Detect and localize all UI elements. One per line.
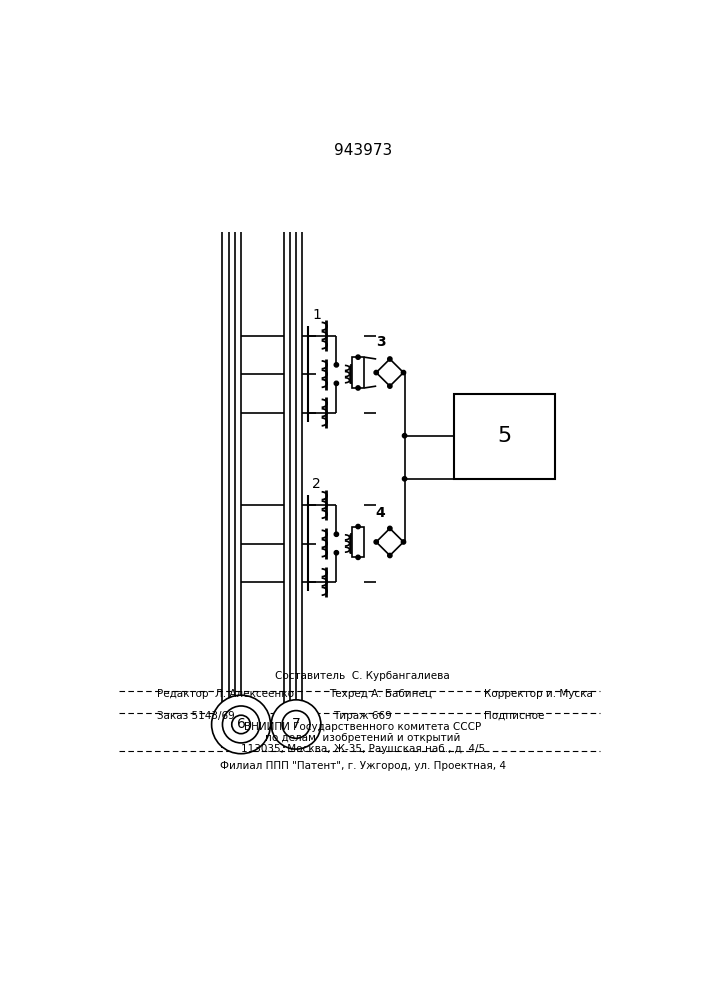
Text: ВНИИПИ Государственного комитета СССР: ВНИИПИ Государственного комитета СССР [244,722,481,732]
Circle shape [211,695,271,754]
Circle shape [374,370,378,375]
Text: 7: 7 [292,717,300,731]
Polygon shape [376,359,404,386]
Circle shape [387,384,392,388]
Circle shape [402,434,407,438]
Text: 1: 1 [312,308,321,322]
Circle shape [356,386,361,390]
Text: Редактор  Л. Алексеенко: Редактор Л. Алексеенко [156,689,293,699]
Text: 113035, Москва, Ж-35, Раушская наб., д. 4/5: 113035, Москва, Ж-35, Раушская наб., д. … [240,744,485,754]
Text: 2: 2 [312,477,321,491]
Circle shape [334,363,339,367]
Circle shape [387,526,392,531]
Text: Филиал ППП "Патент", г. Ужгород, ул. Проектная, 4: Филиал ППП "Патент", г. Ужгород, ул. Про… [220,761,506,771]
Text: Заказ 5143/69: Заказ 5143/69 [156,711,234,721]
Text: Корректор и. Муска: Корректор и. Муска [484,689,592,699]
Text: Тираж 669: Тираж 669 [333,711,392,721]
Text: 6: 6 [237,717,245,731]
Circle shape [232,715,250,734]
Circle shape [356,555,361,560]
Circle shape [223,706,259,743]
Text: 943973: 943973 [334,143,392,158]
Circle shape [402,370,406,375]
Circle shape [387,357,392,361]
Text: 5: 5 [498,426,512,446]
Text: Подписное: Подписное [484,711,544,721]
Text: по делам  изобретений и открытий: по делам изобретений и открытий [265,733,460,743]
Text: Техред А. Бабинец: Техред А. Бабинец [329,689,432,699]
Bar [352,357,364,388]
Circle shape [334,381,339,385]
Circle shape [402,477,407,481]
Circle shape [374,540,378,544]
Circle shape [334,551,339,555]
Text: 4: 4 [375,506,385,520]
Text: 3: 3 [375,335,385,349]
Polygon shape [376,528,404,556]
Circle shape [334,532,339,536]
Circle shape [271,700,321,749]
Bar [454,394,555,479]
Circle shape [356,524,361,529]
Bar [352,527,364,557]
Circle shape [402,540,406,544]
Text: Составитель  С. Курбангалиева: Составитель С. Курбангалиева [275,671,450,681]
Circle shape [282,711,310,738]
Circle shape [356,355,361,359]
Circle shape [387,553,392,558]
